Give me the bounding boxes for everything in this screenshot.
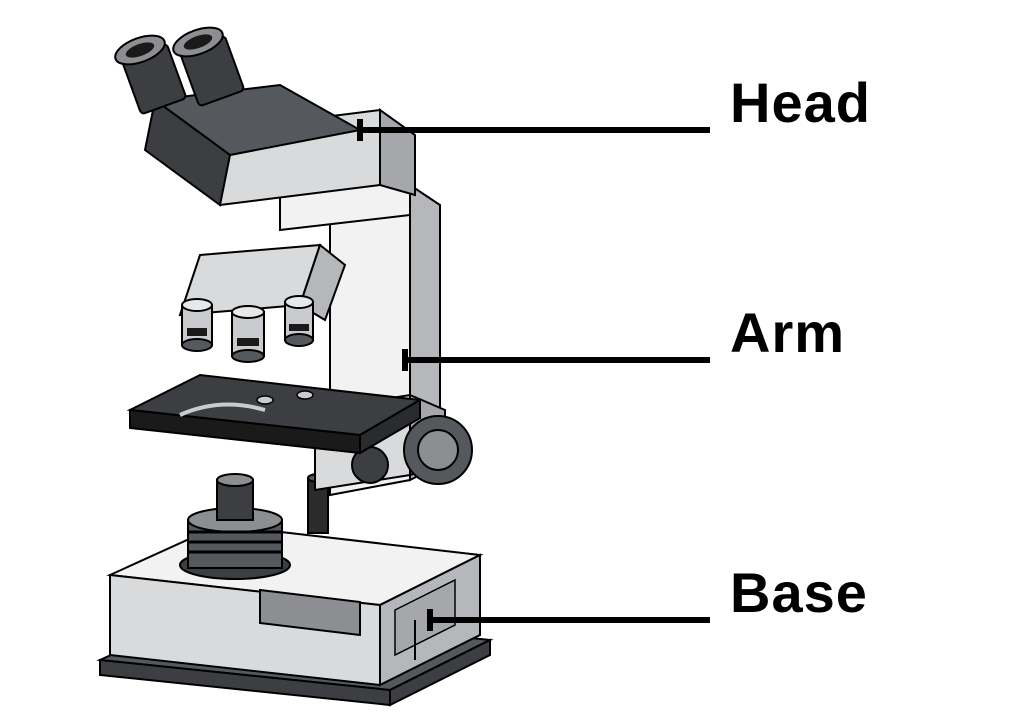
microscope-nosepiece xyxy=(180,245,345,362)
leader-base xyxy=(430,617,710,623)
leader-arm xyxy=(405,357,710,363)
label-base: Base xyxy=(730,560,868,625)
leader-tick-base xyxy=(427,609,433,631)
label-head: Head xyxy=(730,70,871,135)
leader-tick-head xyxy=(357,119,363,141)
microscope-illustration xyxy=(60,20,520,710)
leader-head xyxy=(360,127,710,133)
leader-tick-arm xyxy=(402,349,408,371)
diagram-canvas: Head Arm Base xyxy=(0,0,1024,725)
label-arm: Arm xyxy=(730,300,845,365)
